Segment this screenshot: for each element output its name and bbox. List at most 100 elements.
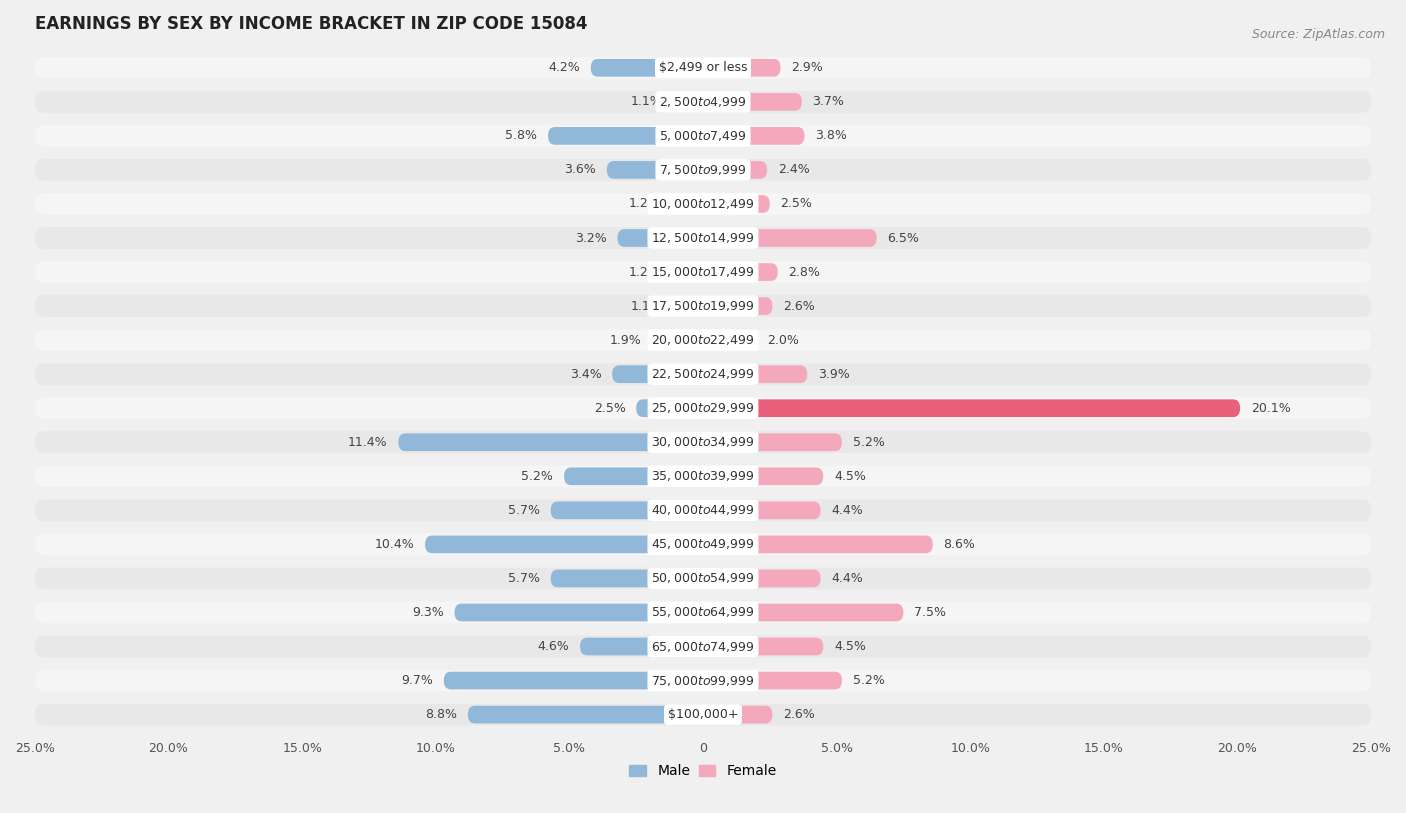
FancyBboxPatch shape: [703, 59, 780, 76]
FancyBboxPatch shape: [564, 467, 703, 485]
FancyBboxPatch shape: [703, 502, 821, 520]
FancyBboxPatch shape: [703, 195, 770, 213]
Text: 4.5%: 4.5%: [834, 640, 866, 653]
FancyBboxPatch shape: [35, 91, 1371, 113]
Text: 5.2%: 5.2%: [522, 470, 554, 483]
Text: 2.0%: 2.0%: [768, 333, 799, 346]
Text: 1.9%: 1.9%: [610, 333, 641, 346]
Text: 2.6%: 2.6%: [783, 300, 815, 312]
FancyBboxPatch shape: [468, 706, 703, 724]
Text: $7,500 to $9,999: $7,500 to $9,999: [659, 163, 747, 177]
Text: 11.4%: 11.4%: [349, 436, 388, 449]
Text: 4.6%: 4.6%: [537, 640, 569, 653]
Text: 3.8%: 3.8%: [815, 129, 846, 142]
FancyBboxPatch shape: [35, 329, 1371, 351]
Text: $2,500 to $4,999: $2,500 to $4,999: [659, 95, 747, 109]
FancyBboxPatch shape: [703, 672, 842, 689]
FancyBboxPatch shape: [703, 365, 807, 383]
FancyBboxPatch shape: [703, 93, 801, 111]
Text: $35,000 to $39,999: $35,000 to $39,999: [651, 469, 755, 483]
Text: 7.5%: 7.5%: [914, 606, 946, 619]
Text: $25,000 to $29,999: $25,000 to $29,999: [651, 402, 755, 415]
FancyBboxPatch shape: [703, 229, 877, 247]
Text: $22,500 to $24,999: $22,500 to $24,999: [651, 367, 755, 381]
Text: $12,500 to $14,999: $12,500 to $14,999: [651, 231, 755, 245]
Text: $40,000 to $44,999: $40,000 to $44,999: [651, 503, 755, 517]
FancyBboxPatch shape: [703, 263, 778, 281]
FancyBboxPatch shape: [591, 59, 703, 76]
Text: 3.7%: 3.7%: [813, 95, 845, 108]
FancyBboxPatch shape: [617, 229, 703, 247]
FancyBboxPatch shape: [35, 704, 1371, 725]
FancyBboxPatch shape: [673, 298, 703, 315]
Text: 2.9%: 2.9%: [792, 61, 823, 74]
Text: 9.3%: 9.3%: [412, 606, 444, 619]
Text: 9.7%: 9.7%: [401, 674, 433, 687]
FancyBboxPatch shape: [35, 193, 1371, 215]
Text: $65,000 to $74,999: $65,000 to $74,999: [651, 640, 755, 654]
Text: $30,000 to $34,999: $30,000 to $34,999: [651, 435, 755, 450]
Text: $17,500 to $19,999: $17,500 to $19,999: [651, 299, 755, 313]
FancyBboxPatch shape: [612, 365, 703, 383]
Text: 2.8%: 2.8%: [789, 266, 820, 279]
FancyBboxPatch shape: [35, 465, 1371, 487]
FancyBboxPatch shape: [703, 570, 821, 587]
FancyBboxPatch shape: [425, 536, 703, 553]
FancyBboxPatch shape: [35, 533, 1371, 555]
Text: 2.4%: 2.4%: [778, 163, 810, 176]
FancyBboxPatch shape: [703, 637, 824, 655]
FancyBboxPatch shape: [703, 298, 772, 315]
Text: 8.8%: 8.8%: [425, 708, 457, 721]
FancyBboxPatch shape: [548, 127, 703, 145]
FancyBboxPatch shape: [703, 331, 756, 349]
FancyBboxPatch shape: [35, 125, 1371, 147]
Text: 3.9%: 3.9%: [818, 367, 849, 380]
Text: 2.6%: 2.6%: [783, 708, 815, 721]
FancyBboxPatch shape: [454, 603, 703, 621]
Text: $75,000 to $99,999: $75,000 to $99,999: [651, 673, 755, 688]
FancyBboxPatch shape: [607, 161, 703, 179]
FancyBboxPatch shape: [551, 502, 703, 520]
Text: 4.4%: 4.4%: [831, 504, 863, 517]
Text: $100,000+: $100,000+: [668, 708, 738, 721]
Text: $50,000 to $54,999: $50,000 to $54,999: [651, 572, 755, 585]
Text: 3.6%: 3.6%: [564, 163, 596, 176]
Text: 10.4%: 10.4%: [374, 538, 415, 551]
Text: $10,000 to $12,499: $10,000 to $12,499: [651, 197, 755, 211]
FancyBboxPatch shape: [703, 433, 842, 451]
Text: Source: ZipAtlas.com: Source: ZipAtlas.com: [1251, 28, 1385, 41]
FancyBboxPatch shape: [35, 159, 1371, 180]
FancyBboxPatch shape: [703, 536, 932, 553]
Text: $45,000 to $49,999: $45,000 to $49,999: [651, 537, 755, 551]
Text: 1.2%: 1.2%: [628, 198, 661, 211]
Text: 8.6%: 8.6%: [943, 538, 976, 551]
Text: 2.5%: 2.5%: [593, 402, 626, 415]
FancyBboxPatch shape: [35, 261, 1371, 283]
FancyBboxPatch shape: [671, 263, 703, 281]
Legend: Male, Female: Male, Female: [630, 764, 776, 778]
FancyBboxPatch shape: [703, 161, 768, 179]
FancyBboxPatch shape: [35, 636, 1371, 658]
FancyBboxPatch shape: [35, 499, 1371, 521]
FancyBboxPatch shape: [703, 706, 772, 724]
FancyBboxPatch shape: [35, 602, 1371, 624]
Text: 1.2%: 1.2%: [628, 266, 661, 279]
FancyBboxPatch shape: [35, 57, 1371, 79]
Text: EARNINGS BY SEX BY INCOME BRACKET IN ZIP CODE 15084: EARNINGS BY SEX BY INCOME BRACKET IN ZIP…: [35, 15, 588, 33]
FancyBboxPatch shape: [703, 127, 804, 145]
Text: $2,499 or less: $2,499 or less: [659, 61, 747, 74]
Text: 20.1%: 20.1%: [1251, 402, 1291, 415]
Text: 5.7%: 5.7%: [508, 504, 540, 517]
Text: 4.2%: 4.2%: [548, 61, 581, 74]
Text: 5.2%: 5.2%: [852, 436, 884, 449]
FancyBboxPatch shape: [35, 567, 1371, 589]
Text: $15,000 to $17,499: $15,000 to $17,499: [651, 265, 755, 279]
Text: $55,000 to $64,999: $55,000 to $64,999: [651, 606, 755, 620]
FancyBboxPatch shape: [636, 399, 703, 417]
FancyBboxPatch shape: [35, 295, 1371, 317]
Text: 6.5%: 6.5%: [887, 232, 920, 245]
Text: 3.4%: 3.4%: [569, 367, 602, 380]
Text: 4.5%: 4.5%: [834, 470, 866, 483]
FancyBboxPatch shape: [35, 670, 1371, 692]
FancyBboxPatch shape: [35, 432, 1371, 453]
